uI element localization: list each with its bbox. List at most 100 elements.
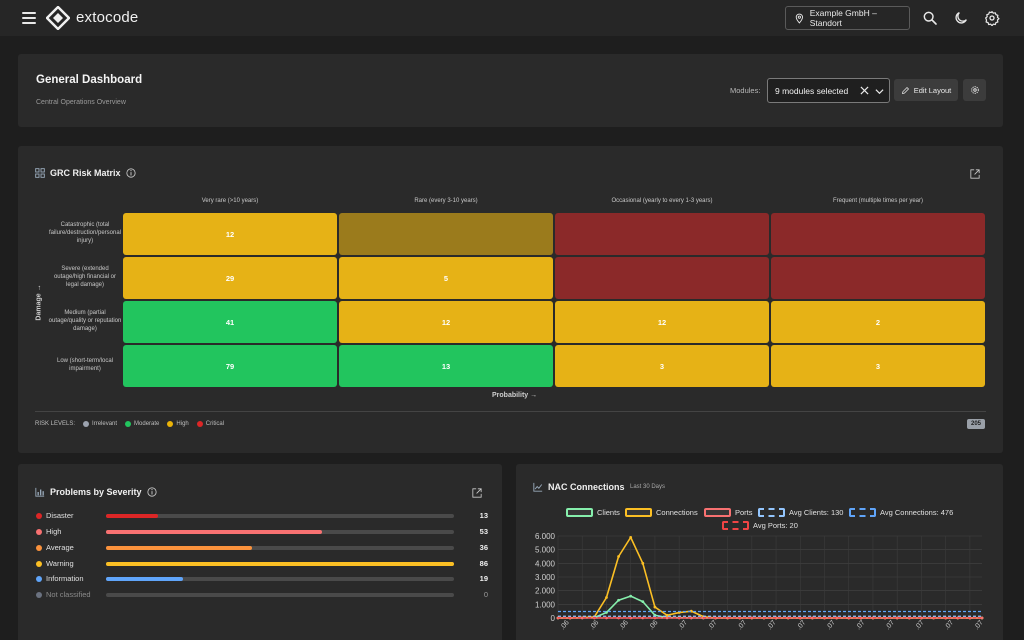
risk-level-name: High [176, 421, 189, 427]
severity-dot [36, 529, 42, 535]
nac-legend-item[interactable]: Ports [704, 508, 753, 517]
risk-matrix-title: GRC Risk Matrix [35, 168, 136, 178]
nac-legend-swatch [625, 508, 652, 517]
x-tick-label: .07 [766, 619, 778, 631]
severity-bar-fill [106, 577, 183, 581]
layout-settings-button[interactable] [963, 79, 986, 101]
edit-layout-button[interactable]: Edit Layout [894, 79, 958, 101]
risk-level-name: Irrelevant [92, 421, 118, 427]
risk-level-dot [125, 421, 132, 427]
severity-row[interactable]: Warning 86 [36, 558, 488, 570]
x-tick-label: .07 [737, 619, 749, 631]
external-link-icon[interactable] [472, 488, 482, 498]
severity-bar [106, 562, 454, 566]
modules-select-value: 9 modules selected [775, 85, 849, 96]
x-tick-label: .07 [707, 619, 719, 631]
tenant-selector[interactable]: Example GmbH – Standort [785, 6, 910, 30]
severity-name: High [46, 527, 62, 536]
risk-level-name: Moderate [134, 421, 160, 427]
x-tick-label: .06 [559, 619, 571, 631]
x-tick-label: .07 [825, 619, 837, 631]
column-header: Frequent (multiple times per year) [832, 198, 924, 204]
menu-icon[interactable] [22, 12, 36, 24]
risk-levels-label: RISK LEVELS: [35, 421, 76, 427]
risk-cell[interactable]: 12 [339, 301, 553, 343]
settings-gear-icon[interactable] [984, 10, 1000, 26]
data-point [629, 535, 633, 539]
risk-level-dot [167, 421, 174, 427]
risk-cell[interactable]: 3 [555, 345, 769, 387]
y-tick-label: 6.000 [535, 532, 556, 541]
top-bar: extocode Example GmbH – Standort [0, 0, 1024, 36]
series-line [558, 595, 982, 619]
nac-legend-item[interactable]: Avg Ports: 20 [722, 521, 798, 530]
line-chart-icon [533, 482, 543, 492]
nac-legend-item[interactable]: Avg Connections: 476 [849, 508, 953, 517]
dark-mode-moon-icon[interactable] [953, 10, 969, 26]
probability-axis-label: Probability → [492, 392, 538, 399]
dashboard-header-panel: General Dashboard Central Operations Ove… [18, 54, 1003, 127]
nac-legend-item[interactable]: Avg Clients: 130 [758, 508, 843, 517]
nac-legend-label: Avg Connections: 476 [880, 508, 954, 517]
severity-row[interactable]: Disaster 13 [36, 510, 488, 522]
external-link-icon[interactable] [970, 169, 980, 179]
data-point [617, 555, 620, 558]
severity-dot [36, 576, 42, 582]
row-header: Low (short-term/local impairment) [56, 358, 113, 372]
severity-row[interactable]: Information 19 [36, 573, 488, 585]
severity-name: Information [46, 574, 84, 583]
risk-cell[interactable]: 5 [339, 257, 553, 299]
severity-dot [36, 545, 42, 551]
risk-level-legend-item: Irrelevant [83, 421, 117, 427]
data-point [665, 613, 669, 617]
risk-level-dot [83, 421, 90, 427]
y-tick-label: 2.000 [535, 587, 556, 596]
data-point [580, 616, 584, 620]
chevron-down-icon[interactable] [875, 87, 884, 96]
risk-cell[interactable]: 3 [771, 345, 985, 387]
risk-cell[interactable]: 79 [123, 345, 337, 387]
severity-dot [36, 513, 42, 519]
nac-legend-swatch [722, 521, 749, 530]
clear-close-icon[interactable] [860, 86, 869, 95]
tenant-label: Example GmbH – Standort [809, 8, 877, 28]
risk-cell[interactable]: 2 [771, 301, 985, 343]
risk-cell[interactable] [555, 257, 769, 299]
bar-chart-icon [35, 487, 45, 497]
severity-bar [106, 577, 454, 581]
severity-row[interactable]: Not classified 0 [36, 589, 488, 601]
x-tick-label: .07 [914, 619, 926, 631]
search-icon[interactable] [922, 10, 938, 26]
risk-cell[interactable] [771, 213, 985, 255]
nac-subtitle: Last 30 Days [630, 484, 666, 490]
data-point [641, 600, 645, 603]
x-tick-label: .07 [677, 619, 689, 631]
extocode-logo-icon[interactable] [46, 6, 70, 30]
nac-line-chart: 6.0005.0004.0003.0002.0001.0000.06.06.06… [535, 532, 985, 631]
risk-cell[interactable] [771, 257, 985, 299]
severity-bar-fill [106, 514, 159, 518]
risk-cell[interactable]: 29 [123, 257, 337, 299]
severity-count: 53 [479, 527, 488, 536]
severity-name: Average [46, 543, 74, 552]
risk-cell[interactable]: 12 [555, 301, 769, 343]
problems-by-severity-panel: Problems by Severity Disaster 13 High 53 Ave… [18, 464, 502, 640]
info-icon[interactable] [146, 487, 157, 497]
risk-cell[interactable]: 13 [339, 345, 553, 387]
severity-row[interactable]: High 53 [36, 526, 488, 538]
risk-cell[interactable] [555, 213, 769, 255]
info-icon[interactable] [125, 168, 136, 178]
row-header: Catastrophic (total failure/destruction/… [48, 222, 122, 244]
brand-name[interactable]: extocode [76, 9, 139, 26]
severity-row[interactable]: Average 36 [36, 542, 488, 554]
risk-cell[interactable] [339, 213, 553, 255]
problems-title: Problems by Severity [35, 487, 157, 497]
risk-cell[interactable]: 41 [123, 301, 337, 343]
nac-legend-item[interactable]: Clients [566, 508, 620, 517]
column-header: Very rare (>10 years) [201, 198, 259, 204]
modules-select[interactable]: 9 modules selected [767, 78, 890, 103]
x-tick-label: .07 [855, 619, 867, 631]
risk-cell[interactable]: 12 [123, 213, 337, 255]
nac-legend-item[interactable]: Connections [625, 508, 698, 517]
page-subtitle: Central Operations Overview [36, 99, 126, 106]
